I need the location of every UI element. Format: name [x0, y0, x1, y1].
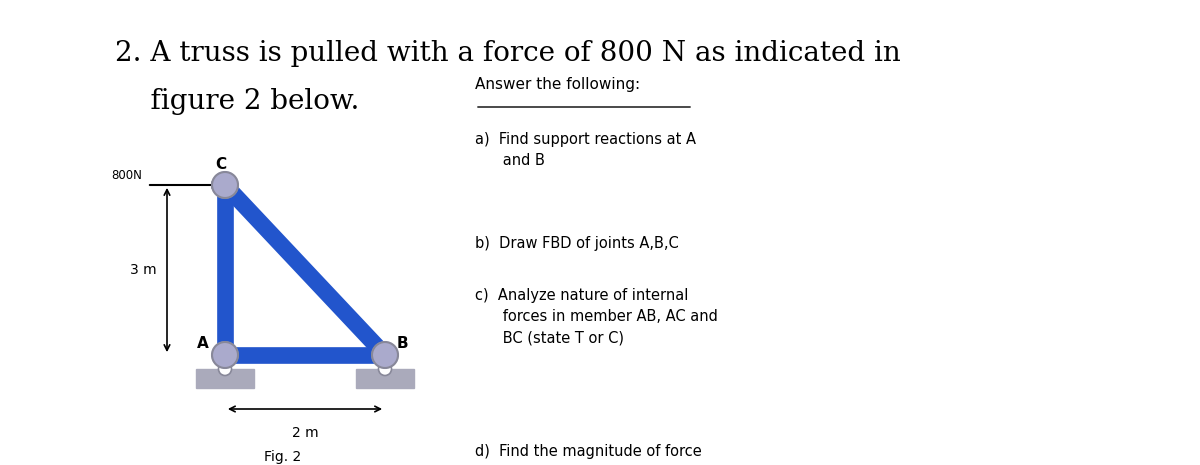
Text: B: B [397, 336, 409, 351]
Text: c)  Analyze nature of internal
      forces in member AB, AC and
      BC (state: c) Analyze nature of internal forces in … [475, 288, 718, 345]
Text: C: C [216, 157, 227, 172]
Circle shape [372, 342, 398, 368]
Text: 800N: 800N [112, 169, 142, 182]
Bar [196, 369, 254, 388]
Text: d)  Find the magnitude of force
      experienced by each members: d) Find the magnitude of force experienc… [475, 444, 730, 465]
Text: A: A [197, 336, 209, 351]
Circle shape [212, 172, 238, 198]
Text: a)  Find support reactions at A
      and B: a) Find support reactions at A and B [475, 132, 696, 168]
Text: Fig. 2: Fig. 2 [264, 450, 301, 464]
Circle shape [218, 363, 232, 376]
Circle shape [212, 342, 238, 368]
Bar [356, 369, 414, 388]
Circle shape [378, 363, 391, 376]
Text: figure 2 below.: figure 2 below. [115, 88, 359, 115]
Text: Answer the following:: Answer the following: [475, 77, 640, 92]
Text: 2 m: 2 m [292, 426, 318, 440]
Text: 3 m: 3 m [131, 263, 157, 277]
Text: 2. A truss is pulled with a force of 800 N as indicated in: 2. A truss is pulled with a force of 800… [115, 40, 901, 67]
Text: b)  Draw FBD of joints A,B,C: b) Draw FBD of joints A,B,C [475, 236, 679, 251]
